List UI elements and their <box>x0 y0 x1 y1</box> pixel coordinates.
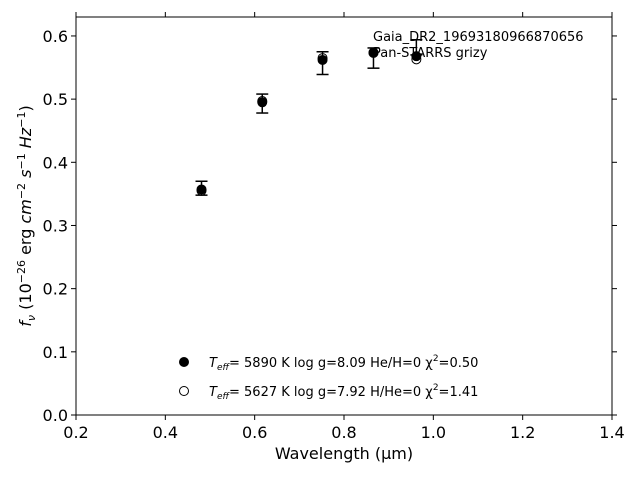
series-1-point-3 <box>368 47 379 58</box>
legend-marker-open <box>179 386 189 396</box>
x-tick-label-1: 0.4 <box>153 423 178 442</box>
x-tick-label-0: 0.2 <box>63 423 88 442</box>
series-1-point-0 <box>196 185 207 196</box>
y-tick-label-3: 0.3 <box>43 216 68 235</box>
y-axis-label: fν (10−26 erg cm−2 s−1 Hz−1) <box>15 105 38 326</box>
series-1-point-4 <box>411 54 422 65</box>
x-axis-label: Wavelength (μm) <box>275 444 413 463</box>
x-tick-label-4: 1.0 <box>421 423 446 442</box>
plot-area <box>195 38 423 196</box>
y-tick-label-5: 0.5 <box>43 90 68 109</box>
legend-entry-0: Teff= 5890 K log g=8.09 He/H=0 χ2=0.50 <box>209 354 478 373</box>
annotation-survey-name: Pan-STARRS grizy <box>373 46 488 61</box>
annotation-target-name: Gaia_DR2_19693180966870656 <box>373 30 584 45</box>
y-tick-label-6: 0.6 <box>43 27 68 46</box>
legend: Teff= 5890 K log g=8.09 He/H=0 χ2=0.50 T… <box>179 354 478 402</box>
series-1-point-1 <box>257 96 268 107</box>
y-tick-label-4: 0.4 <box>43 153 68 172</box>
y-tick-label-0: 0.0 <box>43 406 68 425</box>
legend-marker-filled <box>179 357 189 367</box>
x-tick-label-3: 0.8 <box>331 423 356 442</box>
legend-entry-1: Teff= 5627 K log g=7.92 H/He=0 χ2=1.41 <box>209 383 478 402</box>
axes: 0.2 0.4 0.6 0.8 1.0 1.2 1.4 0.0 0.1 0.2 0.3 0.4 0.5 0… <box>43 12 625 442</box>
y-tick-label-2: 0.2 <box>43 280 68 299</box>
series-1-point-2 <box>317 53 328 64</box>
x-tick-label-2: 0.6 <box>242 423 267 442</box>
series-0-point-4 <box>411 51 422 62</box>
y-tick-label-1: 0.1 <box>43 343 68 362</box>
x-tick-label-5: 1.2 <box>510 423 535 442</box>
x-tick-label-6: 1.4 <box>599 423 624 442</box>
